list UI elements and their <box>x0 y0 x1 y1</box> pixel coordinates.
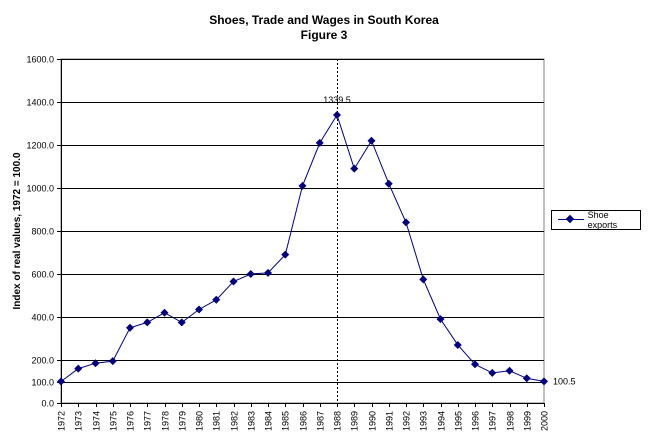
x-tick-label: 1979 <box>178 411 188 431</box>
x-tick-label: 1986 <box>299 411 309 431</box>
y-tick-label: 200.0 <box>31 356 54 366</box>
data-label: 1339.5 <box>323 95 351 105</box>
x-tick-label: 1991 <box>385 411 395 431</box>
chart-subtitle: Figure 3 <box>300 28 348 42</box>
data-point <box>419 275 428 284</box>
x-tick-label: 1982 <box>230 411 240 431</box>
legend-swatch-shoe-exports <box>558 214 584 225</box>
x-tick-label: 1981 <box>212 411 222 431</box>
y-tick-label: 800.0 <box>31 227 54 237</box>
y-tick-label: 400.0 <box>31 313 54 323</box>
x-tick-label: 1990 <box>368 411 378 431</box>
data-point <box>453 340 462 349</box>
data-point <box>436 315 445 324</box>
legend-label-shoe-exports: Shoe exports <box>587 210 618 230</box>
data-point <box>281 250 290 259</box>
data-point <box>298 181 307 190</box>
data-point <box>402 218 410 227</box>
data-point <box>333 111 341 120</box>
data-point <box>143 318 152 327</box>
data-point <box>350 164 359 173</box>
x-tick-label: 1984 <box>264 411 274 431</box>
data-point <box>229 277 238 286</box>
x-tick-label: 1976 <box>126 411 136 431</box>
x-tick-label: 1980 <box>195 411 205 431</box>
x-tick-label: 1998 <box>506 411 516 431</box>
x-tick-label: 1974 <box>92 411 102 431</box>
data-point <box>540 377 548 386</box>
data-point <box>177 318 186 327</box>
y-tick-label: 600.0 <box>31 270 54 280</box>
y-tick-label: 1200.0 <box>26 141 54 151</box>
y-tick-label: 1000.0 <box>26 184 54 194</box>
x-tick-label: 1993 <box>419 411 429 431</box>
data-point <box>160 308 169 317</box>
x-tick-label: 1996 <box>471 411 481 431</box>
data-point <box>91 359 100 368</box>
x-tick-label: 1973 <box>74 411 84 431</box>
data-point <box>74 364 83 373</box>
y-tick-label: 0.0 <box>41 399 54 409</box>
legend: Shoe exports <box>551 210 641 230</box>
y-tick-label: 100.0 <box>31 378 54 388</box>
x-tick-label: 1985 <box>281 411 291 431</box>
data-label: 100.5 <box>553 376 576 386</box>
y-tick-label: 1600.0 <box>26 55 54 65</box>
x-tick-label: 1995 <box>454 411 464 431</box>
data-point <box>246 270 255 278</box>
y-tick-label: 1400.0 <box>26 98 54 108</box>
data-point <box>384 179 393 188</box>
x-tick-label: 1972 <box>57 411 67 431</box>
data-point <box>471 360 479 369</box>
x-tick-label: 1999 <box>523 411 533 431</box>
data-point <box>108 357 117 366</box>
x-tick-label: 2000 <box>540 411 550 431</box>
x-tick-label: 1988 <box>333 411 343 431</box>
x-tick-label: 1977 <box>143 411 153 431</box>
data-point <box>126 323 134 332</box>
data-point <box>212 295 221 304</box>
chart-title: Shoes, Trade and Wages in South Korea <box>209 13 439 27</box>
data-point <box>195 305 203 314</box>
y-axis-label: Index of real values, 1972 = 100.0 <box>12 152 23 309</box>
x-tick-label: 1989 <box>350 411 360 431</box>
x-tick-label: 1992 <box>402 411 412 431</box>
x-tick-label: 1994 <box>437 411 447 431</box>
data-point <box>264 268 272 277</box>
data-point <box>505 366 514 375</box>
x-tick-label: 1987 <box>316 411 326 431</box>
data-point <box>522 374 531 383</box>
x-tick-label: 1975 <box>109 411 119 431</box>
data-point <box>57 377 65 386</box>
data-point <box>488 368 497 377</box>
x-tick-label: 1997 <box>488 411 498 431</box>
x-tick-label: 1983 <box>247 411 257 431</box>
data-point <box>367 136 376 145</box>
x-tick-label: 1978 <box>161 411 171 431</box>
data-point <box>315 138 324 147</box>
